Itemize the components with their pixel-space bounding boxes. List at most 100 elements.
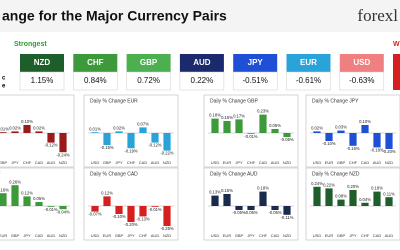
value-label: 0.13% (209, 190, 221, 195)
value-label: -0.25% (160, 226, 174, 231)
bar (163, 133, 171, 151)
category-label: CAD (259, 160, 268, 165)
category-label: JPY (247, 233, 255, 238)
value-label: 0.02% (311, 126, 323, 131)
category-label: JPY (23, 233, 31, 238)
value-label: -0.19% (124, 148, 138, 153)
category-label: CAD (271, 233, 280, 238)
bar (337, 199, 345, 206)
value-label: 0.18% (209, 113, 221, 118)
bar (11, 185, 19, 206)
currency-header (339, 54, 384, 72)
category-label: EUR (103, 233, 112, 238)
bar (235, 206, 243, 210)
value-label: 0.26% (9, 179, 21, 184)
category-label: USD (313, 233, 322, 238)
category-label: NZD (385, 160, 393, 165)
bar (235, 119, 243, 133)
value-label: -0.07% (88, 212, 102, 217)
value-label: -0.20% (124, 222, 138, 227)
category-label: JPY (115, 160, 123, 165)
value-label: -0.04% (56, 209, 70, 214)
chart-panel (83, 94, 179, 168)
value-label: -0.05% (280, 137, 294, 142)
bar (259, 191, 267, 206)
category-label: USD (91, 233, 100, 238)
currency-value-box (286, 71, 331, 91)
category-label: CHF (247, 160, 256, 165)
currency-value: 0.72% (137, 76, 160, 85)
value-label: -0.10% (112, 214, 126, 219)
category-label: NZD (283, 233, 291, 238)
bar (139, 127, 147, 133)
currency-header (233, 54, 278, 72)
value-label: -0.24% (56, 152, 70, 157)
category-label: GBP (11, 233, 20, 238)
category-label: CAD (361, 160, 370, 165)
category-label: USD (211, 160, 220, 165)
value-label: 0.05% (33, 196, 45, 201)
currency-name: USD (353, 58, 370, 67)
category-label: EUR (325, 160, 334, 165)
bar (0, 132, 7, 133)
value-label: 0.22% (323, 183, 335, 188)
chart-panel (305, 94, 400, 168)
strongest-label: Strongest (14, 41, 47, 48)
row-label: c (2, 76, 6, 82)
cropped-box (393, 54, 400, 90)
category-label: EUR (0, 233, 7, 238)
bar (373, 191, 381, 206)
bar (313, 131, 321, 133)
bar (151, 133, 159, 143)
currency-value-box (73, 71, 118, 91)
value-label: 0.20% (347, 184, 359, 189)
category-label: JPY (127, 233, 135, 238)
bar (223, 121, 231, 133)
bar (283, 133, 291, 137)
value-label: 0.02% (33, 126, 45, 131)
bar (23, 196, 31, 206)
category-label: CHF (23, 160, 32, 165)
category-label: CAD (35, 233, 44, 238)
logo: forexl (357, 6, 398, 25)
category-label: EUR (223, 160, 232, 165)
value-label: -0.05% (232, 210, 246, 215)
category-label: NZD (59, 233, 67, 238)
currency-value: 1.15% (31, 76, 54, 85)
chart-title: Daily % Change CAD (90, 171, 138, 177)
currency-value-box (232, 71, 278, 91)
chart-title: Daily % Change JPY (312, 98, 359, 104)
bar (47, 206, 55, 207)
category-label: CAD (139, 160, 148, 165)
category-label: GBP (235, 233, 244, 238)
category-label: AUD (47, 233, 56, 238)
category-label: JPY (11, 160, 19, 165)
category-label: AUD (385, 233, 394, 238)
bar (247, 133, 255, 134)
category-label: JPY (235, 160, 243, 165)
chart-title: Daily % Change EUR (90, 98, 138, 104)
value-label: 0.01% (0, 126, 9, 131)
value-label: -0.05% (268, 210, 282, 215)
value-label: 0.17% (233, 114, 245, 119)
value-label: -0.22% (160, 151, 174, 156)
category-label: NZD (163, 160, 171, 165)
bar (23, 125, 31, 133)
value-label: -0.01% (244, 134, 258, 139)
value-label: -0.16% (346, 146, 360, 151)
value-label: 0.12% (101, 191, 113, 196)
category-label: GBP (103, 160, 112, 165)
bar (59, 133, 67, 153)
value-label: 0.24% (311, 181, 323, 186)
value-label: -0.05% (244, 210, 258, 215)
row-label: e (2, 84, 6, 90)
value-label: 0.15% (221, 115, 233, 120)
category-label: CHF (139, 233, 148, 238)
category-label: CAD (373, 233, 382, 238)
bar (349, 190, 357, 206)
bar (151, 206, 159, 207)
value-label: -0.01% (148, 207, 162, 212)
value-label: 0.11% (383, 191, 395, 196)
category-label: EUR (325, 233, 334, 238)
